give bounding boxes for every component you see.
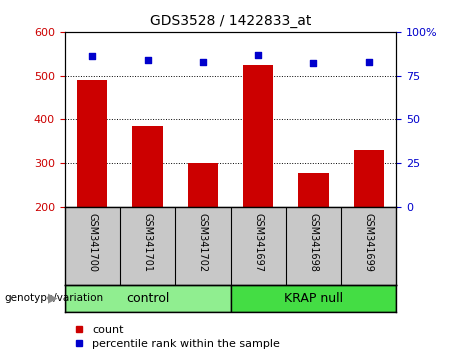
Bar	[188, 163, 218, 207]
Text: GSM341697: GSM341697	[253, 213, 263, 272]
Text: GSM341702: GSM341702	[198, 213, 208, 273]
Point	[254, 52, 262, 57]
Bar	[243, 65, 273, 207]
Bar	[65, 285, 230, 312]
Text: GSM341700: GSM341700	[87, 213, 97, 272]
Bar	[132, 126, 163, 207]
Text: genotype/variation: genotype/variation	[5, 293, 104, 303]
Text: GSM341701: GSM341701	[142, 213, 153, 272]
Point	[144, 57, 151, 63]
Point	[310, 61, 317, 66]
Bar	[354, 150, 384, 207]
Point	[199, 59, 207, 64]
Bar	[77, 80, 107, 207]
Text: KRAP null: KRAP null	[284, 292, 343, 305]
Bar	[298, 173, 329, 207]
Point	[89, 53, 96, 59]
Legend: count, percentile rank within the sample: count, percentile rank within the sample	[70, 321, 284, 353]
Bar	[230, 285, 396, 312]
Text: GDS3528 / 1422833_at: GDS3528 / 1422833_at	[150, 14, 311, 28]
Text: GSM341699: GSM341699	[364, 213, 374, 272]
Text: ▶: ▶	[48, 292, 58, 305]
Text: GSM341698: GSM341698	[308, 213, 319, 272]
Text: control: control	[126, 292, 169, 305]
Point	[365, 59, 372, 64]
